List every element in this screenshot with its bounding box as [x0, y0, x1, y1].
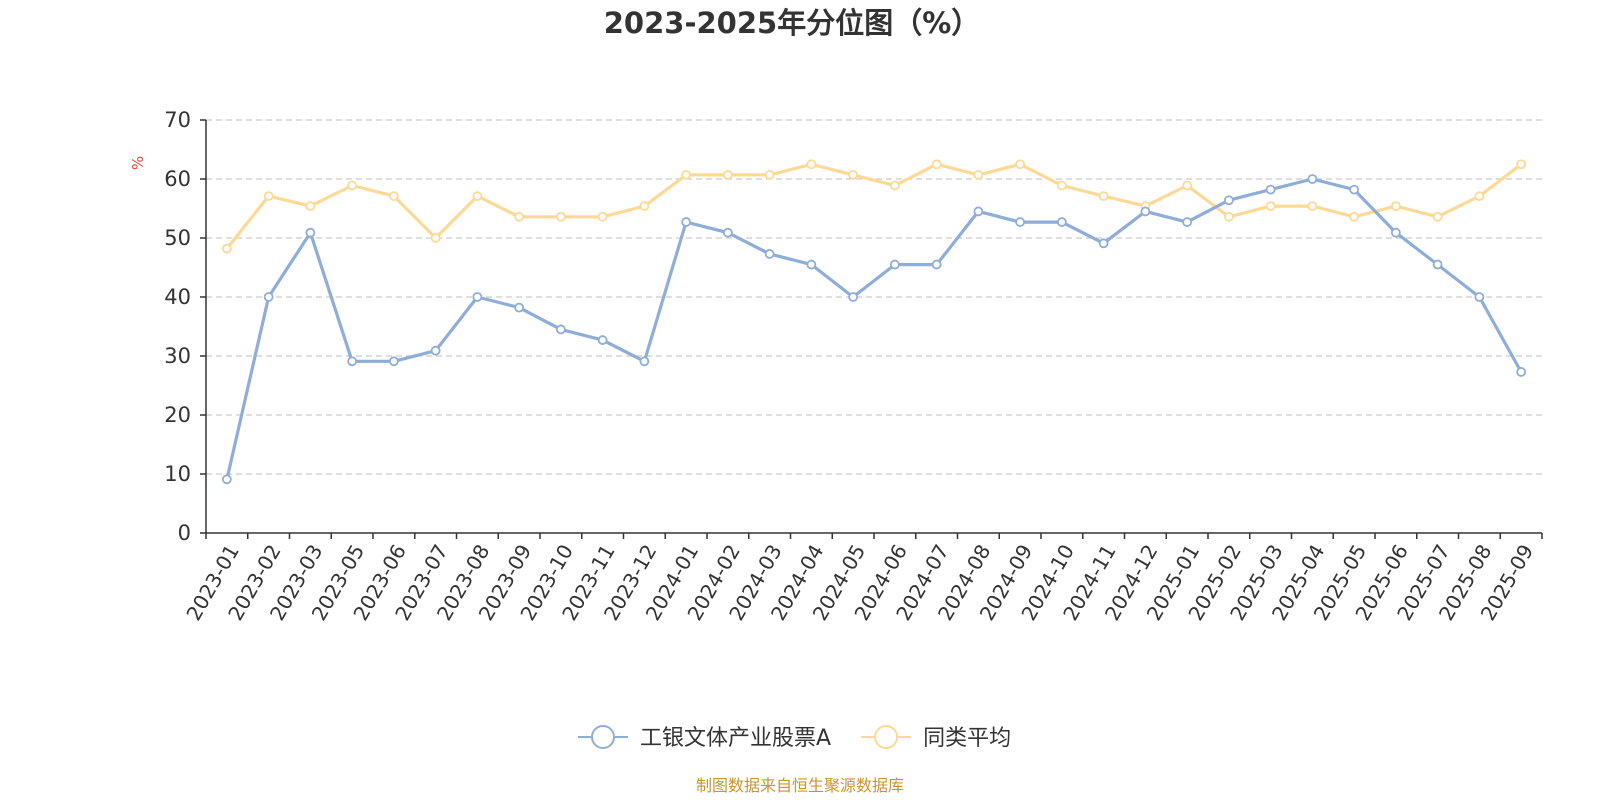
- y-tick-label: 0: [178, 521, 191, 545]
- legend-marker: [591, 725, 615, 749]
- data-point[interactable]: [1390, 201, 1401, 212]
- data-point[interactable]: [1140, 206, 1151, 217]
- data-point[interactable]: [1056, 217, 1067, 227]
- data-point[interactable]: [305, 227, 316, 238]
- series-line: [225, 162, 1523, 251]
- series-category-average: [221, 159, 1527, 254]
- data-point[interactable]: [1390, 227, 1401, 238]
- data-point[interactable]: [1223, 211, 1234, 222]
- data-point[interactable]: [889, 180, 900, 191]
- data-point[interactable]: [1307, 174, 1318, 184]
- chart-title: 2023-2025年分位图（%）: [604, 6, 981, 40]
- legend-item-fund[interactable]: 工银文体产业股票A: [578, 725, 831, 751]
- data-point[interactable]: [1474, 191, 1485, 202]
- data-point[interactable]: [973, 169, 984, 180]
- data-point[interactable]: [722, 227, 733, 238]
- series-fund: [221, 174, 1527, 485]
- data-point[interactable]: [1265, 184, 1276, 195]
- data-point[interactable]: [388, 191, 399, 202]
- data-point[interactable]: [1349, 211, 1360, 222]
- data-point[interactable]: [722, 169, 733, 180]
- legend-label: 工银文体产业股票A: [640, 726, 831, 751]
- legend-label: 同类平均: [923, 726, 1011, 751]
- data-point[interactable]: [1056, 180, 1067, 191]
- data-point[interactable]: [931, 259, 942, 270]
- data-point[interactable]: [1516, 367, 1527, 377]
- grid-lines: [206, 119, 1542, 475]
- data-point[interactable]: [1015, 159, 1026, 170]
- data-point[interactable]: [514, 211, 525, 222]
- data-point[interactable]: [263, 191, 274, 202]
- data-point[interactable]: [1098, 191, 1109, 202]
- legend[interactable]: 工银文体产业股票A 同类平均: [578, 725, 1011, 751]
- y-tick-label: 50: [164, 226, 191, 250]
- data-point[interactable]: [848, 292, 859, 302]
- y-tick-label: 20: [164, 403, 191, 427]
- data-point[interactable]: [597, 335, 608, 345]
- data-point[interactable]: [681, 217, 692, 227]
- data-point[interactable]: [388, 356, 399, 367]
- data-point[interactable]: [1516, 159, 1527, 170]
- data-point[interactable]: [1432, 211, 1443, 222]
- data-point[interactable]: [472, 191, 483, 202]
- data-point[interactable]: [1265, 201, 1276, 212]
- series-lines: [221, 159, 1527, 485]
- y-axis-unit-label: %: [129, 156, 147, 170]
- data-point[interactable]: [555, 324, 566, 335]
- data-point[interactable]: [1474, 292, 1485, 302]
- data-point[interactable]: [1182, 217, 1193, 227]
- data-point[interactable]: [263, 292, 274, 302]
- data-point[interactable]: [514, 302, 525, 313]
- data-point[interactable]: [681, 169, 692, 180]
- y-tick-label: 10: [164, 462, 191, 486]
- data-point[interactable]: [305, 201, 316, 212]
- data-point[interactable]: [1349, 184, 1360, 195]
- data-point[interactable]: [1182, 180, 1193, 191]
- y-tick-label: 70: [164, 108, 191, 132]
- data-point[interactable]: [931, 159, 942, 170]
- y-tick-label: 30: [164, 344, 191, 368]
- data-point[interactable]: [347, 180, 358, 191]
- data-point[interactable]: [347, 356, 358, 367]
- data-point[interactable]: [430, 345, 441, 356]
- legend-item-category-average[interactable]: 同类平均: [861, 725, 1011, 751]
- data-point[interactable]: [430, 233, 441, 243]
- data-point[interactable]: [221, 474, 232, 485]
- source-note: 制图数据来自恒生聚源数据库: [696, 776, 904, 795]
- data-point[interactable]: [764, 249, 775, 259]
- series-line: [225, 177, 1523, 481]
- legend-marker: [874, 725, 899, 749]
- data-point[interactable]: [1307, 201, 1318, 212]
- data-point[interactable]: [1432, 259, 1443, 270]
- data-point[interactable]: [1098, 238, 1109, 249]
- data-point[interactable]: [555, 211, 566, 222]
- data-point[interactable]: [639, 356, 650, 367]
- data-point[interactable]: [973, 206, 984, 217]
- data-point[interactable]: [806, 159, 817, 170]
- data-point[interactable]: [764, 169, 775, 180]
- data-point[interactable]: [848, 169, 859, 180]
- data-point[interactable]: [472, 292, 483, 302]
- y-tick-label: 40: [164, 285, 191, 309]
- data-point[interactable]: [1015, 217, 1026, 227]
- data-point[interactable]: [889, 259, 900, 270]
- data-point[interactable]: [221, 243, 232, 254]
- data-point[interactable]: [1223, 195, 1234, 206]
- data-point[interactable]: [639, 201, 650, 212]
- y-tick-label: 60: [164, 167, 191, 191]
- data-point[interactable]: [806, 259, 817, 270]
- data-point[interactable]: [597, 211, 608, 222]
